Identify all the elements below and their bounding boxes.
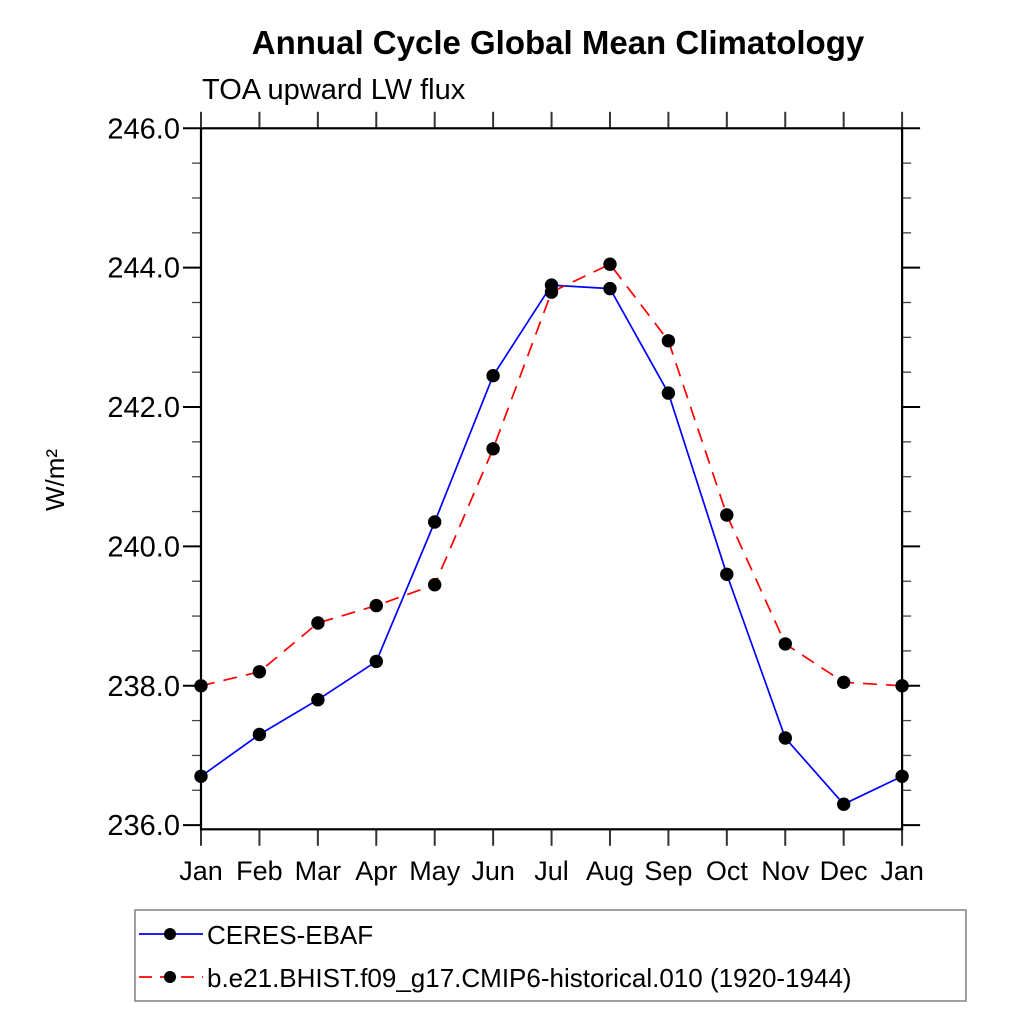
- chart-title: Annual Cycle Global Mean Climatology: [252, 24, 865, 61]
- data-point-marker: [486, 369, 500, 383]
- x-tick-label: Jan: [880, 856, 924, 886]
- data-point-marker: [661, 334, 676, 348]
- x-tick-label: Sep: [644, 856, 692, 886]
- legend-box: [134, 909, 967, 1002]
- x-tick-label: Aug: [586, 856, 634, 886]
- y-tick-label: 236.0: [107, 810, 180, 842]
- x-tick-label: Mar: [295, 856, 342, 886]
- x-tick-label: Feb: [236, 856, 283, 886]
- y-tick-label: 238.0: [107, 671, 180, 703]
- x-tick-label: May: [409, 856, 461, 886]
- data-point-marker: [778, 637, 792, 651]
- data-point-marker: [428, 515, 442, 529]
- plot-area: Jan Feb Mar Apr May Jun Jul Aug Sep Oct Nov Dec Jan …: [107, 111, 924, 886]
- legend-entries: CERES-EBAF b.e21.BHIST.f09_g17.CMIP6-hist…: [139, 920, 852, 993]
- series-line-0: [200, 284, 903, 806]
- y-axis-labels: 236.0 238.0 240.0 242.0 244.0 246.0: [107, 113, 180, 842]
- plot-frame: [199, 127, 904, 831]
- x-tick-label: Jul: [534, 856, 569, 886]
- legend-entry-0: CERES-EBAF: [139, 920, 373, 950]
- data-point-marker: [544, 285, 559, 299]
- data-point-marker: [486, 442, 500, 456]
- x-tick-label: Jan: [179, 856, 223, 886]
- y-tick-label: 242.0: [107, 392, 180, 424]
- x-tick-label: Oct: [706, 856, 749, 886]
- x-tick-label: Nov: [761, 856, 810, 886]
- legend-entry-1: b.e21.BHIST.f09_g17.CMIP6-historical.010…: [139, 963, 852, 993]
- data-point-marker: [837, 797, 851, 811]
- data-point-marker: [369, 654, 383, 669]
- chart-subtitle: TOA upward LW flux: [202, 74, 466, 106]
- legend-marker: [164, 971, 176, 983]
- data-point-marker: [252, 665, 267, 679]
- data-point-markers: [194, 257, 909, 811]
- data-point-marker: [778, 731, 792, 745]
- y-tick-label: 244.0: [107, 253, 180, 285]
- data-point-marker: [311, 693, 325, 707]
- legend: CERES-EBAF b.e21.BHIST.f09_g17.CMIP6-hist…: [134, 909, 967, 1002]
- data-point-marker: [603, 281, 617, 296]
- y-tick-label: 246.0: [107, 113, 180, 145]
- data-point-marker: [428, 578, 442, 592]
- x-tick-label: Jun: [471, 856, 515, 886]
- data-point-marker: [603, 257, 617, 271]
- data-point-marker: [720, 567, 734, 581]
- legend-label: b.e21.BHIST.f09_g17.CMIP6-historical.010…: [207, 963, 852, 993]
- x-tick-label: Dec: [820, 856, 868, 886]
- data-point-marker: [252, 727, 267, 742]
- y-tick-label: 240.0: [107, 531, 180, 563]
- series-line-1: [200, 263, 903, 687]
- data-point-marker: [837, 675, 851, 689]
- legend-label: CERES-EBAF: [207, 920, 373, 950]
- data-point-marker: [720, 508, 734, 522]
- data-point-marker: [661, 386, 676, 400]
- data-point-marker: [311, 616, 325, 630]
- data-series-lines: [200, 263, 903, 806]
- x-axis-labels: Jan Feb Mar Apr May Jun Jul Aug Sep Oct Nov Dec Jan: [179, 856, 924, 886]
- legend-marker: [164, 928, 176, 940]
- data-point-marker: [369, 598, 383, 613]
- axis-major-ticks: [183, 111, 921, 846]
- y-axis-label: W/m²: [40, 449, 70, 511]
- x-tick-label: Apr: [355, 856, 397, 886]
- y-minor-ticks: [192, 162, 912, 791]
